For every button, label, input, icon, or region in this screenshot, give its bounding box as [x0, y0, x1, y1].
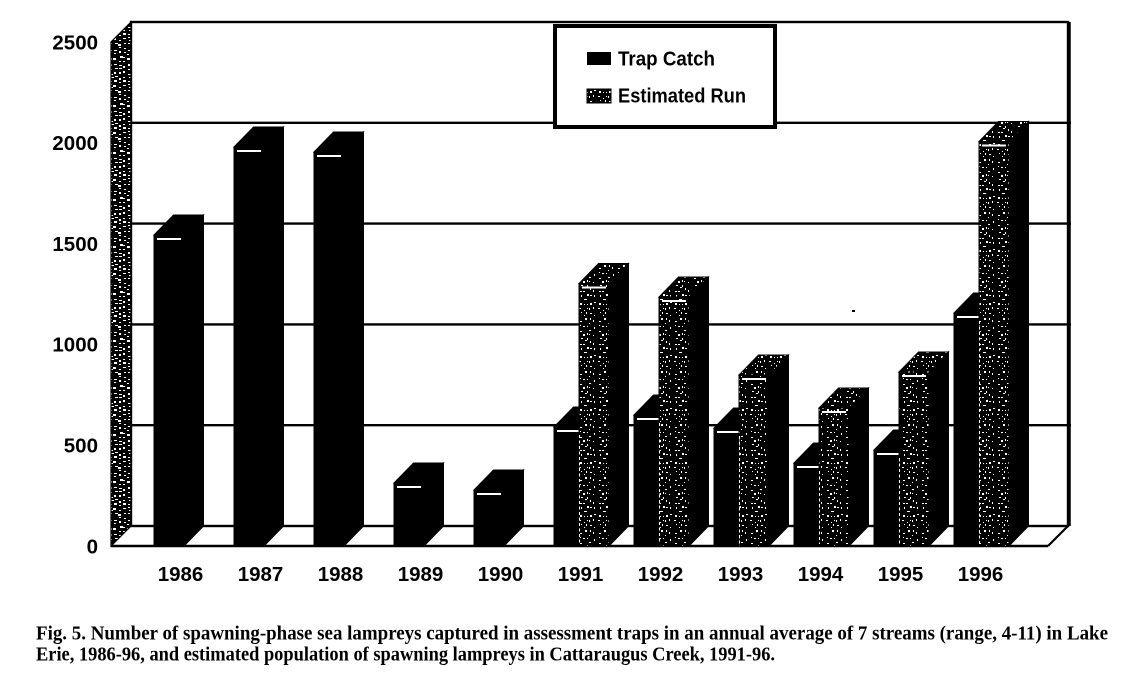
svg-text:1993: 1993 — [718, 563, 764, 586]
svg-text:1500: 1500 — [52, 233, 98, 256]
svg-text:Trap Catch: Trap Catch — [618, 48, 715, 71]
svg-text:1992: 1992 — [638, 563, 684, 586]
svg-text:1994: 1994 — [798, 563, 844, 586]
svg-text:Fig. 5. Number of spawning-ph: Fig. 5. Number of spawning-phase sea lam… — [36, 623, 1108, 645]
svg-text:500: 500 — [64, 435, 98, 458]
svg-text:2500: 2500 — [52, 31, 98, 54]
svg-text:1988: 1988 — [318, 563, 364, 586]
svg-text:0: 0 — [87, 535, 98, 558]
svg-text:2000: 2000 — [52, 132, 98, 155]
svg-text:1987: 1987 — [238, 563, 284, 586]
svg-text:Erie, 1986-96, and estimated p: Erie, 1986-96, and estimated population … — [36, 644, 775, 666]
svg-text:1989: 1989 — [398, 563, 444, 586]
svg-text:1995: 1995 — [878, 563, 924, 586]
svg-text:1000: 1000 — [52, 334, 98, 357]
svg-text:Estimated Run: Estimated Run — [618, 85, 746, 108]
svg-text:1990: 1990 — [478, 563, 524, 586]
svg-text:1991: 1991 — [558, 563, 604, 586]
svg-text:1996: 1996 — [958, 563, 1004, 586]
svg-text:1986: 1986 — [158, 563, 204, 586]
